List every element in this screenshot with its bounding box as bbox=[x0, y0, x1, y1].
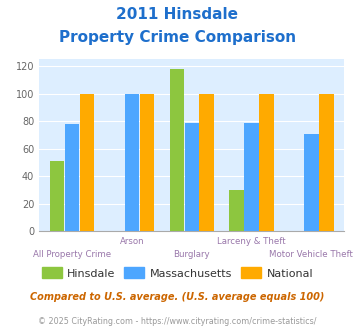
Bar bbox=[65, 124, 79, 231]
Bar bbox=[170, 69, 184, 231]
Bar bbox=[185, 122, 199, 231]
Text: All Property Crime: All Property Crime bbox=[33, 250, 111, 259]
Bar bbox=[200, 94, 214, 231]
Text: Property Crime Comparison: Property Crime Comparison bbox=[59, 30, 296, 45]
Text: Arson: Arson bbox=[120, 237, 144, 246]
Legend: Hinsdale, Massachusetts, National: Hinsdale, Massachusetts, National bbox=[37, 263, 318, 283]
Bar bbox=[304, 134, 318, 231]
Text: Burglary: Burglary bbox=[173, 250, 210, 259]
Bar bbox=[140, 94, 154, 231]
Text: Compared to U.S. average. (U.S. average equals 100): Compared to U.S. average. (U.S. average … bbox=[30, 292, 325, 302]
Text: Motor Vehicle Theft: Motor Vehicle Theft bbox=[269, 250, 353, 259]
Bar bbox=[125, 94, 139, 231]
Bar bbox=[229, 190, 244, 231]
Text: 2011 Hinsdale: 2011 Hinsdale bbox=[116, 7, 239, 21]
Bar bbox=[319, 94, 334, 231]
Bar bbox=[244, 122, 259, 231]
Bar bbox=[260, 94, 274, 231]
Text: © 2025 CityRating.com - https://www.cityrating.com/crime-statistics/: © 2025 CityRating.com - https://www.city… bbox=[38, 317, 317, 326]
Bar bbox=[80, 94, 94, 231]
Text: Larceny & Theft: Larceny & Theft bbox=[217, 237, 286, 246]
Bar bbox=[50, 161, 64, 231]
